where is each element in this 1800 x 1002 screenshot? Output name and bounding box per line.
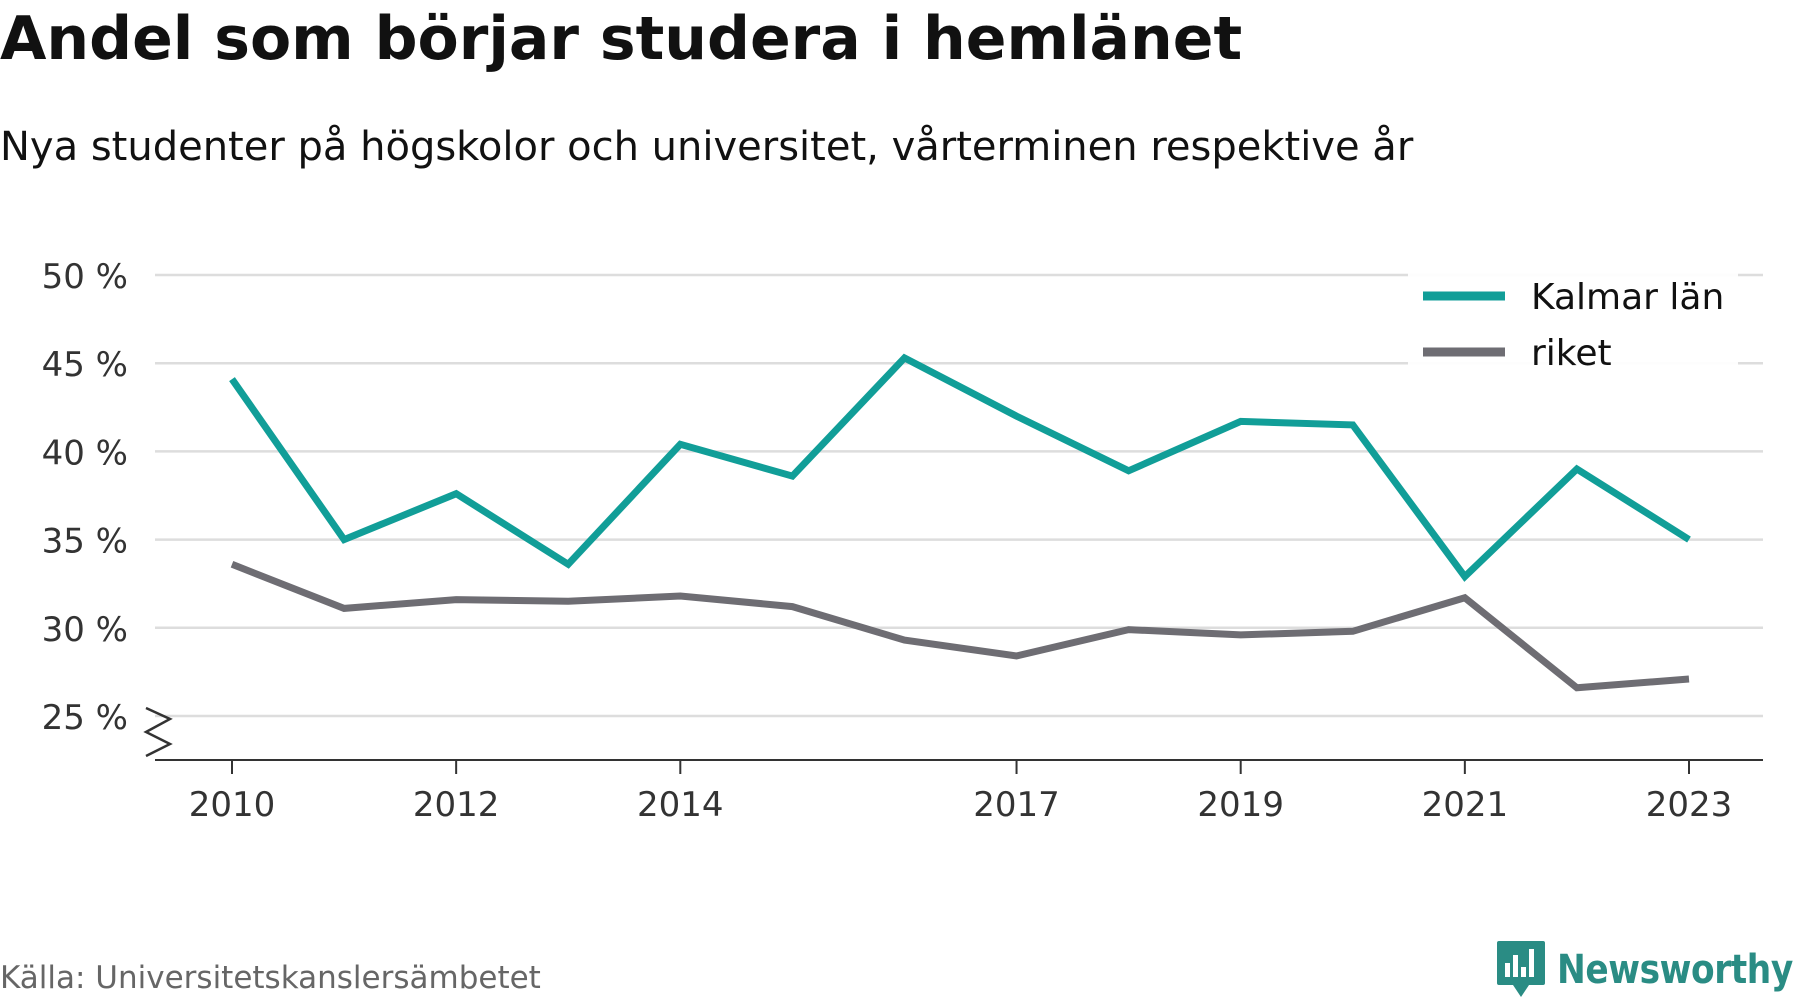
chart-subtitle: Nya studenter på högskolor och universit… bbox=[0, 124, 1414, 170]
bar-chart-badge-icon bbox=[1497, 941, 1545, 997]
x-tick-label: 2017 bbox=[973, 785, 1060, 825]
chart-title: Andel som börjar studera i hemlänet bbox=[0, 4, 1243, 74]
y-tick-label: 30 % bbox=[42, 610, 128, 650]
y-tick-label: 50 % bbox=[42, 257, 128, 297]
y-tick-label: 45 % bbox=[42, 345, 128, 385]
x-tick-label: 2021 bbox=[1422, 785, 1509, 825]
x-tick-label: 2014 bbox=[637, 785, 724, 825]
line-chart: 25 %30 %35 %40 %45 %50 % 2010 2012 2014 201… bbox=[42, 257, 1763, 825]
x-tick-label: 2023 bbox=[1646, 785, 1733, 825]
x-axis-ticks: 2010 2012 2014 2017 2019 2021 2023 bbox=[189, 760, 1733, 825]
legend: Kalmar län riket bbox=[1408, 268, 1738, 374]
brand-name: Newsworthy bbox=[1557, 947, 1793, 993]
source-note: Källa: Universitetskanslersämbetet bbox=[0, 960, 541, 996]
y-axis-break-icon bbox=[143, 706, 173, 758]
series-lines bbox=[229, 353, 1691, 692]
legend-label-riket: riket bbox=[1531, 333, 1612, 374]
x-tick-label: 2010 bbox=[189, 785, 276, 825]
x-tick-label: 2012 bbox=[413, 785, 500, 825]
series-line-kalmar bbox=[229, 353, 1691, 582]
x-axis bbox=[143, 706, 1763, 761]
y-tick-label: 25 % bbox=[42, 698, 128, 738]
series-line-riket bbox=[230, 561, 1690, 692]
y-axis-tick-labels: 25 % 30 % 35 % 40 % 45 % 50 % bbox=[42, 257, 128, 738]
brand-logo: Newsworthy bbox=[1495, 938, 1800, 1002]
y-tick-label: 40 % bbox=[42, 433, 128, 473]
x-tick-label: 2019 bbox=[1197, 785, 1284, 825]
legend-label-kalmar: Kalmar län bbox=[1531, 277, 1724, 318]
y-tick-label: 35 % bbox=[42, 522, 128, 562]
